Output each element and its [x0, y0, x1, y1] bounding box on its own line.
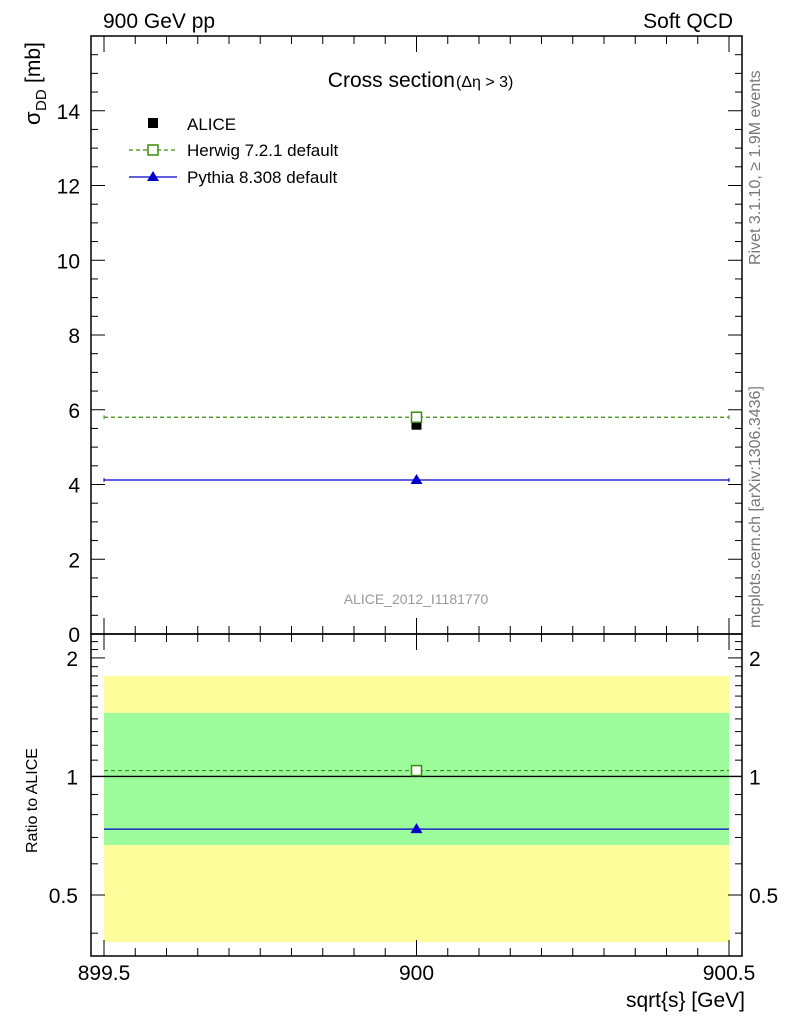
- data-point-herwig: [410, 411, 423, 423]
- chart-title-suffix: (Δη > 3): [456, 74, 513, 91]
- data-point-alice: [411, 419, 422, 430]
- legend-marker-pythia: [147, 171, 159, 181]
- y-tick-label: 10: [57, 250, 80, 273]
- ratio-y-tick-label-right: 1: [749, 766, 761, 789]
- y-axis-label: σ DD [mb]: [20, 42, 50, 125]
- analysis-watermark: ALICE_2012_I1181770: [344, 591, 489, 607]
- legend: ALICE Herwig 7.2.1 default Pythia 8.308 …: [129, 115, 338, 187]
- ratio-band-inner: [104, 712, 729, 845]
- source-info: mcplots.cern.ch [arXiv:1306.3436]: [747, 386, 764, 628]
- y-tick-label: 8: [68, 325, 80, 348]
- legend-marker-herwig: [147, 144, 159, 156]
- header-left: 900 GeV pp: [103, 10, 215, 33]
- ratio-y-tick-label-right: 2: [749, 648, 761, 671]
- svg-text:DD: DD: [33, 89, 50, 111]
- rivet-info: Rivet 3.1.10, ≥ 1.9M events: [747, 70, 764, 265]
- svg-text:[mb]: [mb]: [22, 42, 45, 83]
- header-right: Soft QCD: [643, 10, 733, 33]
- svg-text:σ: σ: [20, 111, 45, 125]
- chart-title: Cross section: [328, 69, 455, 92]
- ratio-marker-pythia: [410, 823, 423, 834]
- ratio-y-tick-label: 0.5: [49, 885, 78, 908]
- y-tick-label: 6: [68, 400, 80, 423]
- y-tick-label: 0: [68, 624, 80, 647]
- legend-marker-alice: [148, 118, 158, 128]
- x-axis-label: sqrt{s} [GeV]: [626, 989, 745, 1012]
- ratio-y-axis-label: Ratio to ALICE: [24, 748, 41, 853]
- legend-label-alice: ALICE: [187, 115, 236, 134]
- x-tick-label: 899.5: [78, 962, 131, 985]
- ratio-y-tick-label: 2: [66, 648, 78, 671]
- x-tick-label: 900.5: [703, 962, 756, 985]
- x-tick-label: 900: [399, 962, 434, 985]
- ratio-y-tick-label: 1: [66, 766, 78, 789]
- ratio-marker-herwig: [410, 764, 423, 777]
- y-tick-label: 14: [57, 101, 81, 124]
- ratio-y-tick-label-right: 0.5: [749, 885, 778, 908]
- legend-label-herwig: Herwig 7.2.1 default: [187, 141, 338, 160]
- y-tick-label: 2: [68, 549, 80, 572]
- y-tick-label: 12: [57, 176, 80, 199]
- legend-label-pythia: Pythia 8.308 default: [187, 168, 338, 187]
- data-point-pythia: [410, 474, 423, 485]
- y-tick-label: 4: [68, 475, 80, 498]
